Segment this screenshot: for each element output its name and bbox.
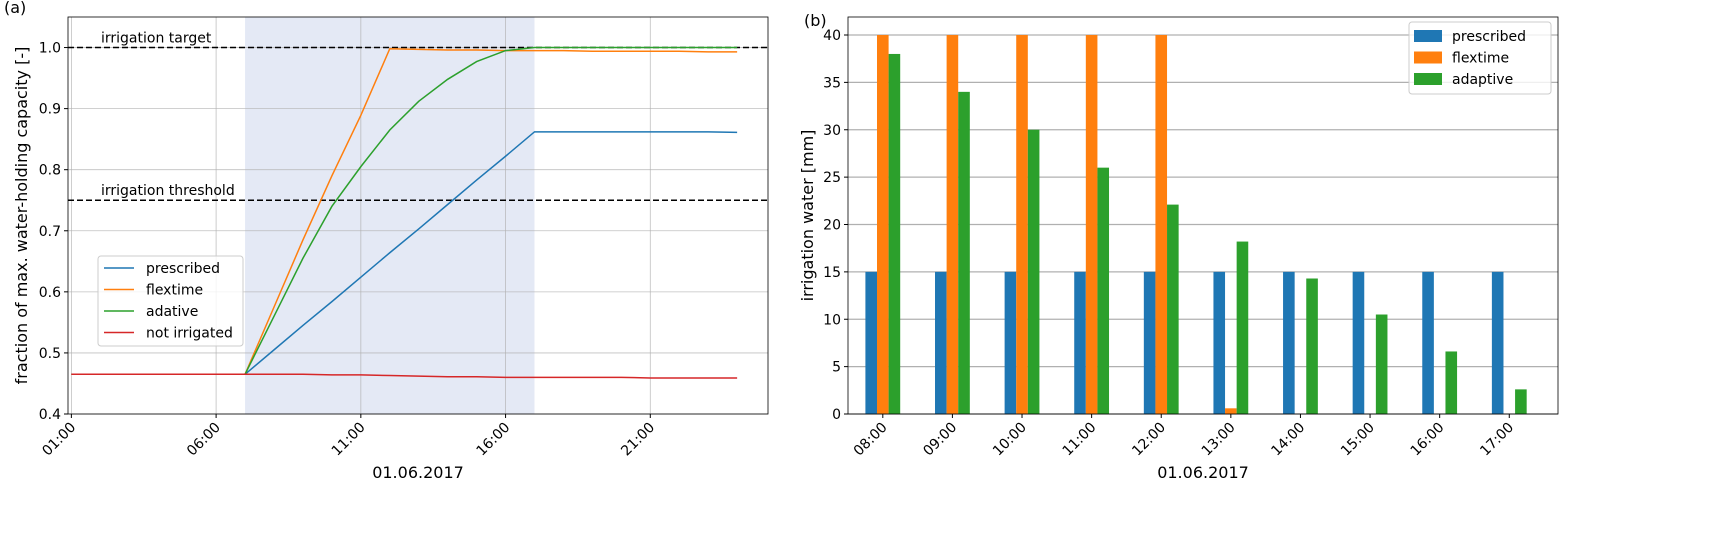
bar-prescribed-13:00 xyxy=(1213,271,1226,414)
legend-label: not irrigated xyxy=(146,326,233,342)
y-tick-label: 0.8 xyxy=(39,163,61,179)
legend-label: flextime xyxy=(146,283,203,299)
y-tick-label: 35 xyxy=(823,75,841,91)
bar-prescribed-12:00 xyxy=(1143,271,1156,414)
y-tick-label: 25 xyxy=(823,170,841,186)
bar-adaptive-14:00 xyxy=(1306,278,1318,414)
y-tick-label: 1.0 xyxy=(39,41,61,57)
legend-swatch xyxy=(1414,51,1442,64)
series-line-not-irrigated xyxy=(71,373,738,379)
x-tick-label: 10:00 xyxy=(990,420,1030,460)
x-tick-label: 11:00 xyxy=(329,420,369,460)
reference-line-label: irrigation target xyxy=(101,31,212,47)
bar-adaptive-13:00 xyxy=(1236,241,1249,414)
x-tick-label: 01:00 xyxy=(39,420,79,460)
panel-label: (a) xyxy=(4,0,26,17)
panel-a-line-chart: 0.4 0.5 0.6 0.7 0.8 0.9 1.0 01:00 06:00 11:00 16:0… xyxy=(4,0,769,482)
legend-label: prescribed xyxy=(146,261,220,277)
legend-label: adaptive xyxy=(1452,72,1513,88)
bar-prescribed-14:00 xyxy=(1283,271,1295,414)
irrigation-window-shade xyxy=(245,17,535,414)
reference-line-label: irrigation threshold xyxy=(101,183,235,199)
x-tick-label: 14:00 xyxy=(1268,420,1308,460)
bar-prescribed-10:00 xyxy=(1004,271,1017,414)
x-tick-label: 08:00 xyxy=(851,420,891,460)
y-tick-label: 10 xyxy=(823,312,841,328)
x-tick-label: 06:00 xyxy=(184,420,224,460)
bar-prescribed-16:00 xyxy=(1422,271,1434,414)
y-tick-label: 20 xyxy=(823,218,841,234)
x-tick-label: 09:00 xyxy=(920,420,960,460)
y-tick-label: 0.7 xyxy=(39,224,61,240)
legend: prescribed flextime adative not irrigated xyxy=(97,255,244,347)
bar-flextime-13:00 xyxy=(1225,408,1237,414)
bar-adaptive-10:00 xyxy=(1027,129,1040,415)
x-tick-label: 15:00 xyxy=(1338,420,1378,460)
plot-frame xyxy=(847,16,1559,415)
legend-box xyxy=(97,255,244,347)
y-tick-label: 0.5 xyxy=(39,346,61,362)
x-tick-label: 16:00 xyxy=(474,420,514,460)
panel-label: (b) xyxy=(804,11,827,30)
legend-label: adative xyxy=(146,304,198,320)
x-tick-label: 11:00 xyxy=(1060,420,1100,460)
bar-prescribed-09:00 xyxy=(935,271,947,414)
bar-adaptive-09:00 xyxy=(958,91,970,415)
x-tick-label: 21:00 xyxy=(618,420,658,460)
y-tick-label: 0.6 xyxy=(39,285,61,301)
plot-frame xyxy=(67,16,769,415)
bar-flextime-10:00 xyxy=(1016,35,1028,415)
x-tick-label: 13:00 xyxy=(1199,420,1239,460)
panel-b-bar-chart: 0 5 10 15 20 25 30 35 40 08:00 09:00 10:00 11:00 12:0… xyxy=(798,11,1559,482)
x-axis-label: 01.06.2017 xyxy=(372,463,464,482)
y-tick-label: 5 xyxy=(832,360,841,376)
y-tick-label: 0 xyxy=(832,407,841,423)
y-tick-label: 15 xyxy=(823,265,841,281)
y-axis-label: fraction of max. water-holding capacity … xyxy=(12,47,31,385)
bar-flextime-12:00 xyxy=(1155,35,1168,415)
x-tick-label: 17:00 xyxy=(1477,420,1517,460)
bar-prescribed-11:00 xyxy=(1074,271,1086,414)
y-tick-label: 0.9 xyxy=(39,102,61,118)
legend-box xyxy=(1408,21,1552,95)
y-tick-label: 30 xyxy=(823,123,841,139)
bar-adaptive-11:00 xyxy=(1097,167,1110,414)
bar-adaptive-16:00 xyxy=(1445,351,1458,414)
bar-adaptive-15:00 xyxy=(1375,314,1388,414)
legend-label: flextime xyxy=(1452,51,1509,67)
x-tick-label: 16:00 xyxy=(1408,420,1448,460)
bar-prescribed-08:00 xyxy=(865,271,878,414)
bar-flextime-11:00 xyxy=(1085,35,1098,415)
legend-swatch xyxy=(1414,73,1442,85)
x-tick-label: 12:00 xyxy=(1129,420,1169,460)
bar-adaptive-17:00 xyxy=(1515,389,1527,414)
legend-label: prescribed xyxy=(1452,29,1526,45)
y-tick-label: 40 xyxy=(823,28,841,44)
bar-prescribed-17:00 xyxy=(1491,271,1504,414)
bar-prescribed-15:00 xyxy=(1352,271,1365,414)
bar-flextime-09:00 xyxy=(946,35,959,415)
y-tick-label: 0.4 xyxy=(39,407,61,423)
bar-flextime-08:00 xyxy=(877,35,889,415)
bar-adaptive-08:00 xyxy=(888,53,901,414)
y-axis-label: irrigation water [mm] xyxy=(798,130,817,302)
bar-adaptive-12:00 xyxy=(1167,204,1179,414)
legend-swatch xyxy=(1414,30,1442,42)
x-axis-label: 01.06.2017 xyxy=(1157,463,1249,482)
legend: prescribed flextime adaptive xyxy=(1408,21,1552,95)
